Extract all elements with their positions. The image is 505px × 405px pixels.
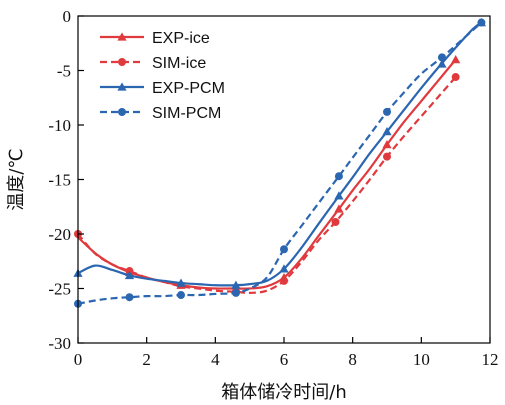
- data-point-exp-pcm: [334, 191, 344, 200]
- x-tick-label: 6: [280, 350, 289, 369]
- plot-area: [73, 17, 487, 308]
- legend-label-exp-ice: EXP-ice: [152, 30, 210, 47]
- data-point-sim-pcm: [125, 293, 134, 302]
- legend-marker-sim-ice: [118, 58, 126, 66]
- data-point-exp-pcm: [279, 264, 289, 273]
- legend-marker-sim-pcm: [118, 108, 126, 116]
- data-point-sim-pcm: [383, 107, 391, 116]
- data-point-sim-pcm: [334, 172, 343, 181]
- data-point-sim-ice: [331, 218, 340, 227]
- y-tick-label: 0: [63, 7, 72, 26]
- y-tick-label: -10: [48, 116, 71, 135]
- legend-marker-exp-ice: [117, 32, 127, 41]
- x-tick-label: 4: [211, 350, 220, 369]
- data-point-sim-pcm: [437, 53, 446, 62]
- series-exp-pcm: [73, 17, 487, 289]
- y-tick-label: -30: [48, 334, 71, 353]
- series-line-exp-ice: [77, 58, 457, 290]
- x-axis-label: 箱体储冷时间/h: [221, 382, 346, 403]
- data-point-sim-pcm: [231, 288, 240, 297]
- x-tick-label: 10: [413, 350, 430, 369]
- y-tick-label: -20: [48, 225, 71, 244]
- legend-label-sim-pcm: SIM-PCM: [152, 105, 221, 122]
- data-point-sim-pcm: [280, 245, 288, 254]
- data-point-sim-ice: [451, 73, 460, 82]
- data-point-exp-ice: [382, 140, 392, 149]
- series-sim-ice: [74, 73, 460, 296]
- data-point-sim-ice: [280, 276, 288, 285]
- x-tick-label: 12: [482, 350, 499, 369]
- data-point-sim-pcm: [177, 291, 185, 300]
- data-point-sim-pcm: [477, 18, 486, 27]
- series-line-sim-ice: [77, 76, 457, 294]
- series-exp-ice: [77, 55, 461, 293]
- series-sim-pcm: [74, 18, 486, 308]
- data-point-exp-ice: [334, 204, 344, 213]
- legend-label-exp-pcm: EXP-PCM: [152, 80, 225, 97]
- series-line-sim-pcm: [77, 21, 483, 305]
- data-point-exp-ice: [451, 55, 461, 64]
- data-point-exp-pcm: [176, 278, 186, 287]
- data-point-exp-pcm: [231, 280, 241, 289]
- data-point-sim-ice: [383, 152, 391, 161]
- legend-label-sim-ice: SIM-ice: [152, 55, 206, 72]
- plot-frame: [77, 15, 491, 344]
- y-tick-label: -15: [48, 171, 71, 190]
- y-tick-label: -25: [48, 280, 71, 299]
- x-tick-label: 0: [74, 350, 83, 369]
- x-tick-label: 8: [348, 350, 357, 369]
- x-tick-label: 2: [142, 350, 151, 369]
- data-point-exp-pcm: [124, 270, 135, 280]
- y-axis-label: 温度/℃: [6, 148, 27, 210]
- data-point-exp-pcm: [382, 126, 392, 136]
- axes: 0 2 4 6 8 10 12 0 -5 -10 -15 -20 -25 -30: [48, 7, 498, 369]
- legend: EXP-ice SIM-ice EXP-PCM SIM-PCM: [100, 30, 225, 122]
- data-point-exp-pcm: [437, 59, 447, 68]
- legend-marker-exp-pcm: [117, 82, 127, 91]
- y-tick-label: -5: [57, 62, 71, 81]
